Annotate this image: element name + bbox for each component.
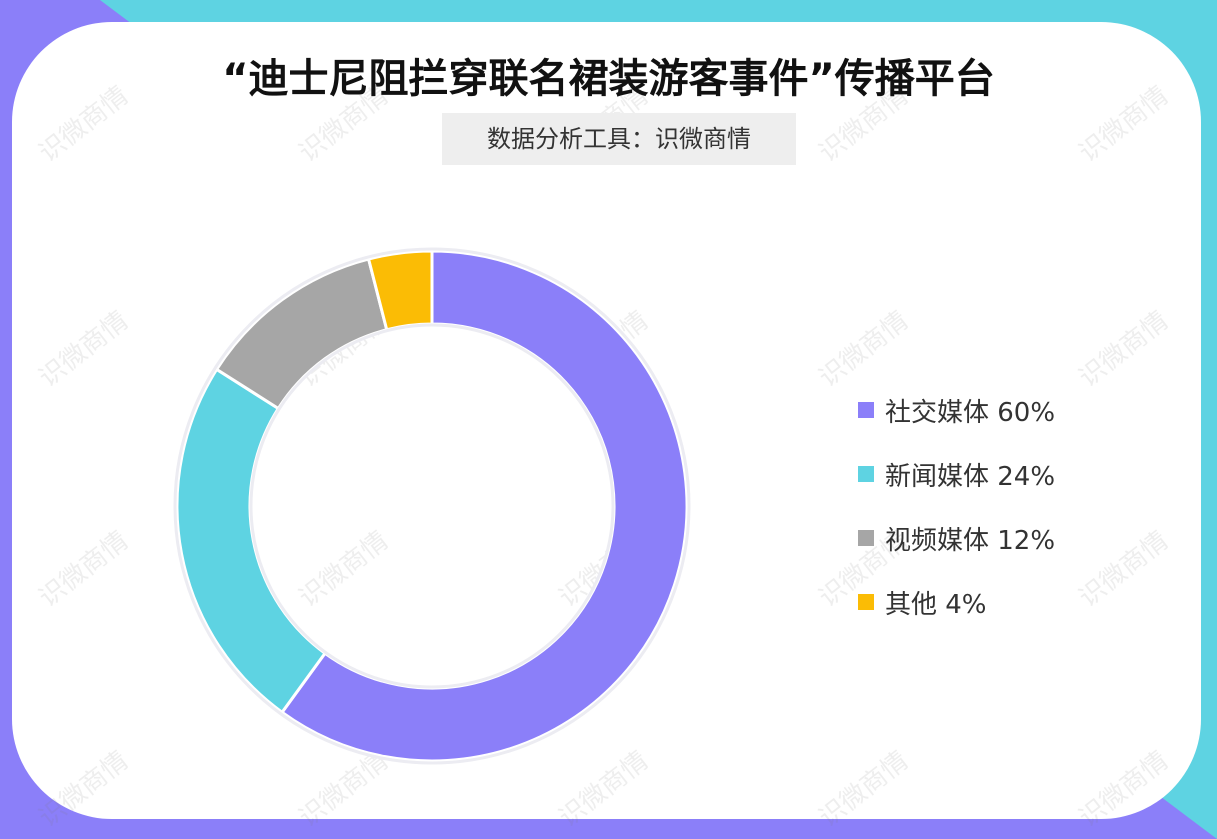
legend-swatch (858, 466, 874, 482)
legend-item-social: 社交媒体 60% (858, 378, 1055, 442)
legend-label: 其他 4% (885, 589, 987, 620)
legend-item-news: 新闻媒体 24% (858, 442, 1055, 506)
legend-item-other: 其他 4% (858, 570, 1055, 634)
donut-outer-ring (173, 247, 691, 765)
subtitle-box (442, 113, 796, 165)
legend-label: 社交媒体 60% (885, 397, 1056, 428)
legend-label: 视频媒体 12% (885, 525, 1056, 556)
chart-subtitle: 数据分析工具：识微商情 (487, 125, 751, 153)
legend-swatch (858, 402, 874, 418)
legend-label: 新闻媒体 24% (885, 461, 1056, 492)
legend-item-video: 视频媒体 12% (858, 506, 1055, 570)
chart-legend: 社交媒体 60% 新闻媒体 24% 视频媒体 12% 其他 4% (858, 378, 1055, 634)
legend-swatch (858, 530, 874, 546)
chart-title: “迪士尼阻拦穿联名裙装游客事件”传播平台 (222, 56, 995, 102)
donut-slice-2 (175, 367, 328, 715)
legend-swatch (858, 594, 874, 610)
donut-inner-ring (249, 323, 615, 689)
